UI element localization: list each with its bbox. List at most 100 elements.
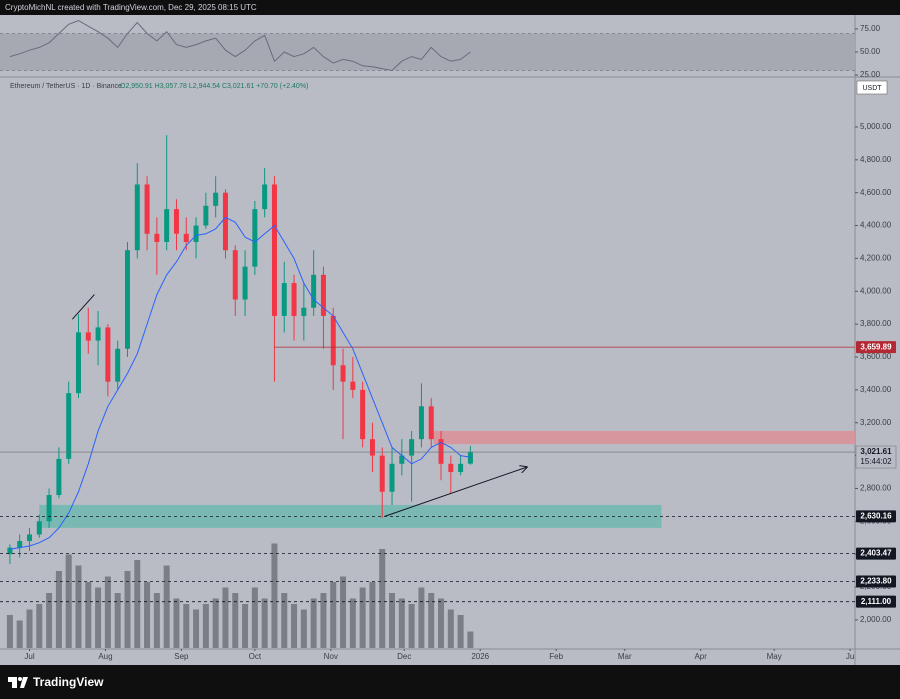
level-label: 3,659.89 — [860, 342, 892, 351]
candle-body — [134, 184, 140, 251]
volume-bar — [330, 582, 337, 648]
moving-average — [9, 216, 471, 550]
volume-bar — [95, 587, 102, 648]
rsi-tick-label: 25.00 — [860, 70, 881, 79]
volume-bar — [212, 598, 219, 648]
currency: USDT — [862, 85, 882, 92]
trendline — [384, 467, 527, 517]
candle-body — [458, 463, 464, 473]
candle-body — [124, 250, 130, 349]
candle-body — [350, 381, 356, 390]
current-price-label: 3,021.61 — [860, 447, 892, 456]
level-label-box — [856, 510, 896, 523]
candle-body — [369, 439, 375, 456]
level-label-box — [856, 341, 896, 354]
candle-body — [409, 439, 415, 456]
candle-body — [320, 274, 326, 316]
volume-bar — [398, 598, 405, 648]
candle-body — [448, 463, 454, 473]
candle-body — [262, 184, 268, 210]
volume-bar — [281, 593, 288, 648]
candle-body — [399, 455, 405, 464]
x-tick-label: Jul — [24, 652, 34, 661]
candle-body — [154, 233, 160, 242]
brand: TradingView — [33, 675, 104, 689]
y-tick-label: 4,000.00 — [860, 286, 892, 295]
volume-bar — [242, 604, 249, 648]
volume-bar — [349, 598, 356, 648]
currency-box — [856, 80, 888, 95]
volume-bar — [300, 609, 307, 648]
level-label-box — [856, 575, 896, 588]
y-tick-label: 4,800.00 — [860, 155, 892, 164]
chart-background — [0, 15, 900, 665]
volume-bar — [457, 615, 464, 648]
y-tick-label: 4,200.00 — [860, 254, 892, 263]
volume-bar — [222, 587, 229, 648]
candle-body — [360, 389, 366, 440]
x-tick-label: May — [767, 652, 782, 661]
rsi-tick-label: 75.00 — [860, 24, 881, 33]
candle-body — [56, 458, 62, 496]
level-label: 2,233.80 — [860, 577, 892, 586]
candle-body — [17, 541, 23, 548]
y-tick-label: 3,400.00 — [860, 385, 892, 394]
level-label-box — [856, 547, 896, 560]
y-tick-label: 2,000.00 — [860, 615, 892, 624]
volume-bar — [193, 609, 200, 648]
volume-bar — [261, 598, 268, 648]
candle-body — [281, 283, 287, 316]
volume-bar — [85, 582, 92, 648]
volume-bar — [6, 615, 13, 648]
candle-body — [271, 184, 277, 316]
volume-bar — [291, 604, 298, 648]
y-tick-label: 5,000.00 — [860, 122, 892, 131]
y-tick-label: 4,400.00 — [860, 221, 892, 230]
level-label-box — [856, 595, 896, 608]
candle-body — [379, 455, 385, 492]
volume-bar — [428, 593, 435, 648]
x-tick-label: Dec — [397, 652, 411, 661]
volume-bar — [144, 582, 151, 648]
symbol: Ethereum / TetherUS · 1D · Binance — [10, 83, 122, 90]
volume-bar — [134, 560, 141, 648]
volume-bar — [104, 576, 111, 648]
candle-body — [85, 332, 91, 341]
volume-bar — [202, 604, 209, 648]
volume-bar — [75, 565, 82, 648]
volume-bar — [16, 620, 23, 648]
candle-body — [36, 521, 42, 535]
x-tick-label: Mar — [618, 652, 632, 661]
level-label: 2,111.00 — [861, 597, 892, 606]
volume-bar — [467, 631, 474, 648]
volume-bar — [418, 587, 425, 648]
ohlc: O2,950.91 H3,057.78 L2,944.54 C3,021.61 … — [120, 83, 308, 90]
x-tick-label: Aug — [98, 652, 112, 661]
candle-body — [428, 406, 434, 440]
volume-bar — [369, 582, 376, 648]
volume-bar — [65, 554, 72, 648]
candle-body — [252, 209, 258, 267]
candle-body — [389, 463, 395, 492]
volume-bar — [183, 604, 190, 648]
y-tick-label: 3,200.00 — [860, 418, 892, 427]
candle-body — [66, 393, 72, 459]
y-tick-label: 3,800.00 — [860, 319, 892, 328]
volume-bar — [232, 593, 239, 648]
volume-bar — [310, 598, 317, 648]
y-tick-label: 2,800.00 — [860, 484, 892, 493]
volume-bar — [46, 593, 53, 648]
trendline — [71, 294, 95, 320]
level-label: 2,630.16 — [860, 511, 892, 520]
volume-bar — [55, 571, 62, 648]
volume-bar — [271, 543, 278, 648]
volume-bar — [163, 565, 170, 648]
volume-bar — [114, 593, 121, 648]
brand-logo — [8, 677, 28, 688]
candle-body — [418, 406, 424, 440]
candle-body — [7, 547, 13, 555]
volume-bar — [36, 604, 43, 648]
rsi-tick-label: 50.00 — [860, 47, 881, 56]
candle-body — [164, 209, 170, 242]
